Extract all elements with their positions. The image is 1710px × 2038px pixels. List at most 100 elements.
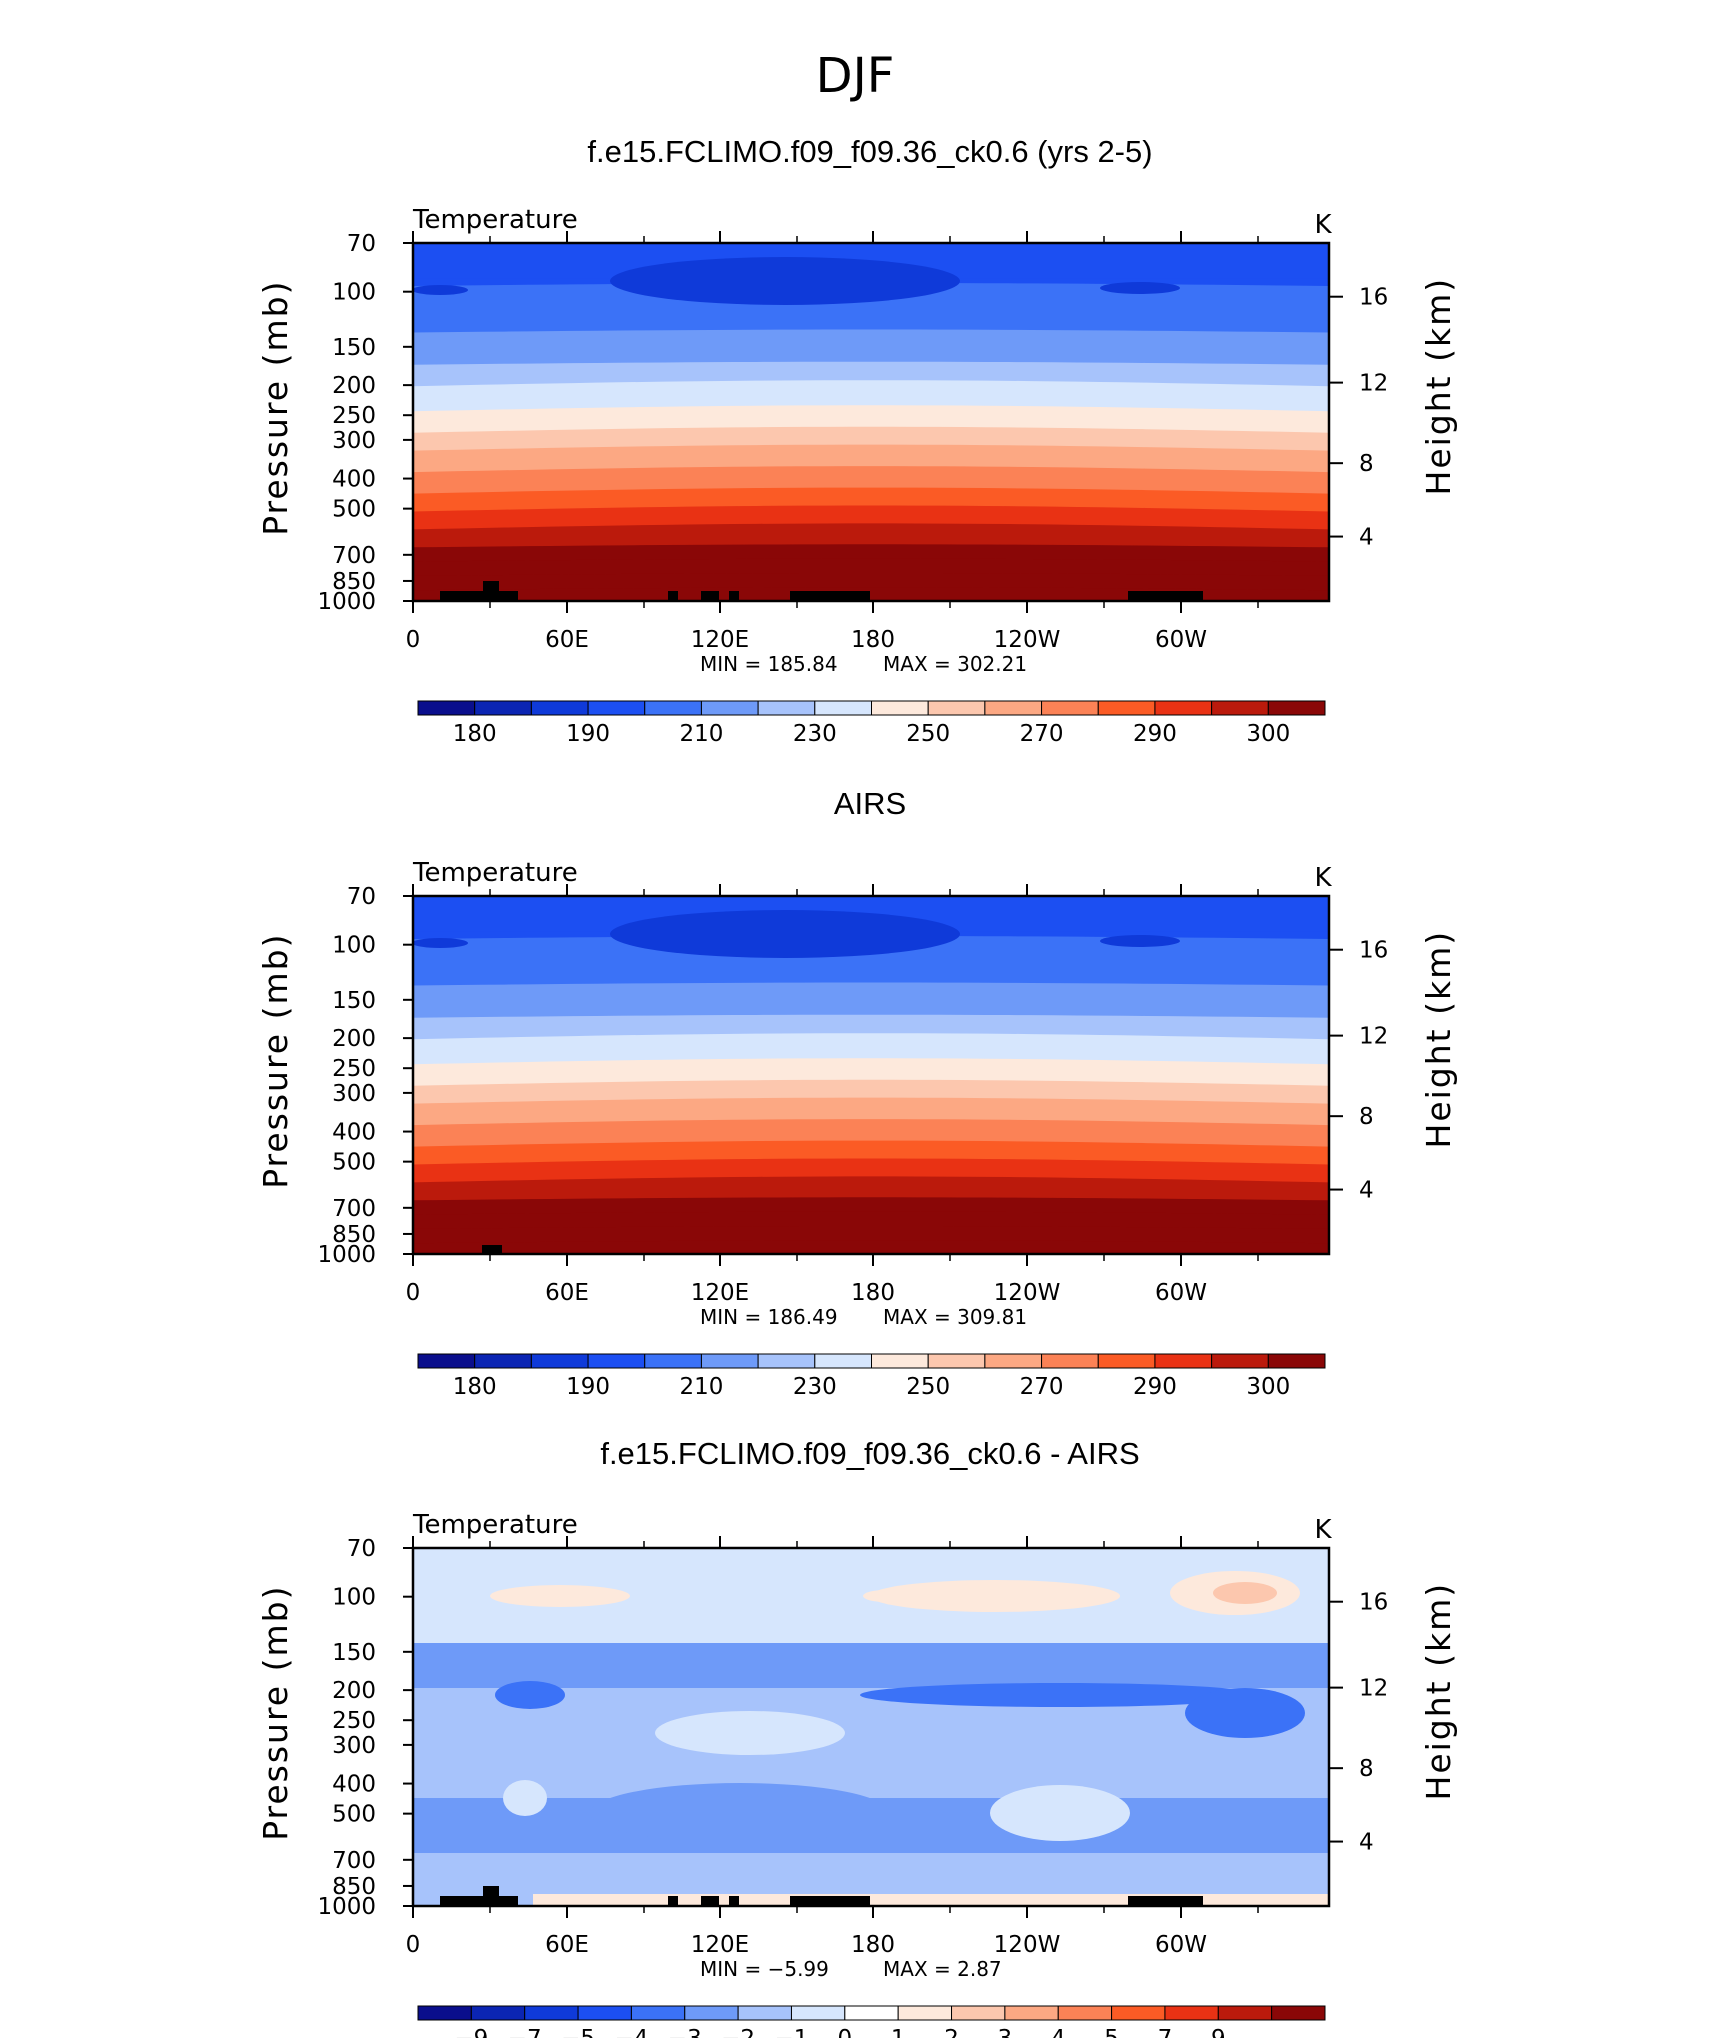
x-tick-label: 180 (851, 1280, 895, 1306)
panel-difference: f.e15.FCLIMO.f09_f09.36_ck0.6 - AIRS Temp… (256, 1436, 1458, 2038)
diff-patch (655, 1711, 845, 1755)
x-tick-label: 120W (994, 1932, 1061, 1958)
y-tick-label: 70 (347, 231, 376, 257)
terrain-block (483, 1886, 499, 1906)
terrain-block (701, 1896, 719, 1906)
y-tick-label: 100 (332, 1585, 376, 1611)
colorbar-label: 3 (998, 2026, 1013, 2038)
y2-tick-label: 16 (1359, 285, 1388, 311)
terrain-block (440, 1896, 518, 1906)
colorbar-label: 250 (906, 1374, 950, 1400)
colorbar-label: −5 (561, 2026, 595, 2038)
terrain-block (668, 591, 678, 601)
y-tick-label: 150 (332, 1640, 376, 1666)
variable-label: Temperature (412, 858, 578, 888)
diff-warm (1213, 1582, 1277, 1604)
terrain-block (440, 591, 518, 601)
colorbar-swatch (871, 1353, 929, 1369)
plot-frame (411, 1546, 1331, 1908)
colorbar-label: −1 (775, 2026, 809, 2038)
max-label: MAX = 302.21 (883, 652, 1027, 676)
contour-field (413, 1548, 1329, 1906)
colorbar-swatch (530, 1353, 589, 1369)
colorbar-swatch (951, 2005, 1006, 2021)
y-tick-label: 70 (347, 884, 376, 910)
units-label: K (1314, 1515, 1332, 1545)
colorbar-swatch (1267, 700, 1326, 716)
x-tick-label: 60E (545, 1280, 589, 1306)
min-label: MIN = −5.99 (700, 1957, 829, 1981)
colorbar-swatch (737, 2005, 792, 2021)
y-tick-label: 850 (332, 569, 376, 595)
contour-field (412, 243, 1329, 601)
y-tick-label: 400 (332, 467, 376, 493)
y2-tick-label: 4 (1359, 1178, 1374, 1204)
y2-tick-label: 16 (1359, 938, 1388, 964)
colorbar-swatch (470, 2005, 526, 2021)
colorbar-swatch (814, 1353, 872, 1369)
y-tick-label: 100 (332, 280, 376, 306)
y-tick-label: 150 (332, 988, 376, 1014)
colorbar-label: 9 (1211, 2026, 1226, 2038)
terrain-block (1128, 1896, 1203, 1906)
y2-axis-title: Height (km) (1419, 1582, 1458, 1801)
terrain-block (790, 591, 870, 601)
y-tick-label: 250 (332, 403, 376, 429)
y-tick-label: 400 (332, 1772, 376, 1798)
variable-label: Temperature (412, 205, 578, 235)
colorbar-swatch (1217, 2005, 1273, 2021)
colorbar-swatch (1057, 2005, 1113, 2021)
colorbar-swatch (984, 1353, 1043, 1369)
colorbar-label: 210 (679, 1374, 723, 1400)
y-tick-label: 700 (332, 1196, 376, 1222)
x-tick-label: 120E (691, 1280, 749, 1306)
colorbar-swatch (1004, 2005, 1059, 2021)
y-tick-label: 1000 (317, 589, 376, 615)
y2-tick-label: 12 (1359, 371, 1388, 397)
y2-tick-label: 8 (1359, 451, 1374, 477)
cold-core (610, 910, 960, 958)
colorbar-swatch (1041, 700, 1099, 716)
diff-warm (490, 1585, 630, 1607)
colorbar-swatch (1211, 1353, 1269, 1369)
colorbar-swatch (644, 1353, 702, 1369)
y-tick-label: 200 (332, 1678, 376, 1704)
y-tick-label: 1000 (317, 1242, 376, 1268)
x-tick-label: 120E (691, 1932, 749, 1958)
y2-tick-label: 8 (1359, 1104, 1374, 1130)
colorbar-label: −2 (721, 2026, 755, 2038)
y-tick-label: 200 (332, 1026, 376, 1052)
panel-model: f.e15.FCLIMO.f09_f09.36_ck0.6 (yrs 2-5) T… (256, 134, 1458, 747)
x-tick-label: 0 (406, 1280, 421, 1306)
y-tick-label: 300 (332, 428, 376, 454)
colorbar-label: 0 (838, 2026, 853, 2038)
colorbar-label: 300 (1246, 721, 1290, 747)
plot-frame (411, 894, 1331, 1256)
terrain-block (729, 591, 739, 601)
colorbar-swatch (1164, 2005, 1219, 2021)
colorbar-swatch (1111, 2005, 1166, 2021)
colorbar-swatch (700, 1353, 759, 1369)
colorbar-swatch (474, 1353, 532, 1369)
y2-axis-title: Height (km) (1419, 930, 1458, 1149)
x-tick-label: 0 (406, 627, 421, 653)
colorbar-swatch (1041, 1353, 1099, 1369)
colorbar-swatch (871, 700, 929, 716)
colorbar-swatch (417, 700, 476, 716)
y-tick-label: 850 (332, 1222, 376, 1248)
colorbar-swatch (1154, 1353, 1213, 1369)
colorbar-swatch (577, 2005, 632, 2021)
plot-frame (411, 241, 1331, 603)
y-tick-label: 300 (332, 1081, 376, 1107)
x-tick-label: 60E (545, 1932, 589, 1958)
contour-field (412, 896, 1329, 1254)
colorbar-swatch (927, 1353, 986, 1369)
figure-title: DJF (816, 48, 895, 104)
diff-patch (503, 1780, 547, 1816)
y-tick-label: 150 (332, 335, 376, 361)
colorbar-swatch (684, 2005, 739, 2021)
colorbar-swatch (1154, 700, 1213, 716)
colorbar-swatch (417, 1353, 476, 1369)
terrain-block (729, 1896, 739, 1906)
diff-band (413, 1643, 1329, 1688)
